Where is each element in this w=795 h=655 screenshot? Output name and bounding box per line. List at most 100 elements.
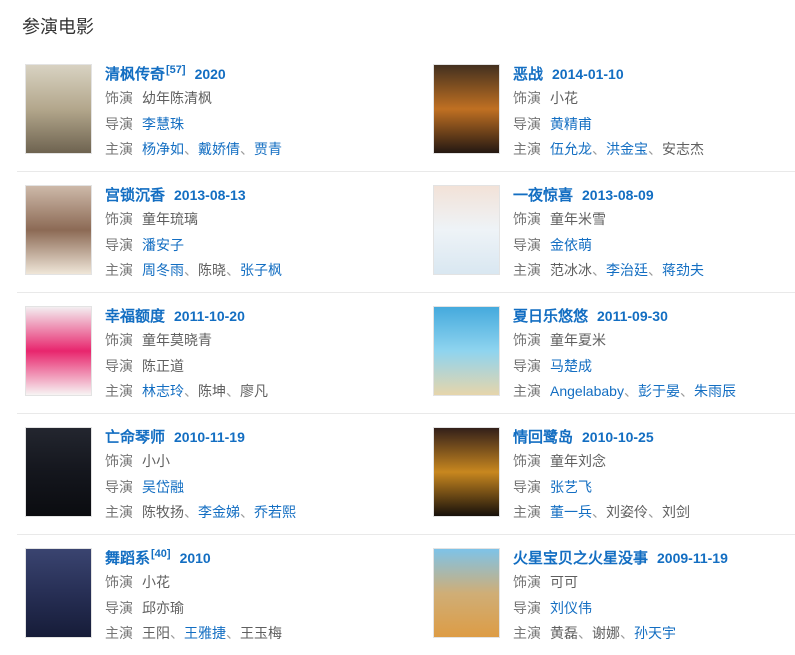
role-label: 饰演 — [513, 211, 541, 227]
star-name[interactable]: 林志玲 — [142, 383, 184, 399]
director-name[interactable]: 潘安子 — [142, 236, 184, 253]
stars-label: 主演 — [513, 504, 541, 520]
movie-column: 火星宝贝之火星没事 2009-11-19 饰演 可可 导演 刘仪伟 主演 黄磊、谢娜、孙… — [433, 548, 795, 645]
movie-info: 一夜惊喜 2013-08-09 饰演 童年米雪 导演 金依萌 主演 范冰冰、李治廷、蒋劲… — [513, 185, 704, 282]
movie-role-row: 饰演 童年米雪 — [513, 208, 704, 231]
movie-title-link[interactable]: 一夜惊喜 — [513, 187, 574, 204]
movie-title-link[interactable]: 亡命琴师 — [105, 429, 166, 446]
movie-date: 2013-08-09 — [582, 187, 654, 203]
movie-poster[interactable] — [25, 185, 92, 275]
movie-card: 舞蹈系[40] 2010 饰演 小花 导演 邱亦瑜 主演 王阳、王雅捷、王玉梅 — [25, 548, 433, 645]
movie-row: 幸福额度 2011-10-20 饰演 童年莫晓青 导演 陈正道 主演 林志玲、陈坤、廖凡… — [25, 293, 795, 413]
movie-title-link[interactable]: 夏日乐悠悠 — [513, 308, 589, 325]
star-name[interactable]: 彭于晏 — [637, 383, 680, 399]
movie-title-line: 亡命琴师 2010-11-19 — [105, 428, 296, 447]
movie-poster[interactable] — [433, 427, 500, 517]
director-name: 陈正道 — [142, 357, 184, 374]
star-name: 陈牧扬 — [142, 504, 184, 520]
movie-poster[interactable] — [25, 548, 92, 638]
movie-date: 2010-10-25 — [582, 429, 654, 445]
movie-title-line: 幸福额度 2011-10-20 — [105, 307, 268, 326]
name-separator: 、 — [623, 383, 638, 399]
star-name[interactable]: 李金娣 — [198, 504, 240, 520]
stars-label: 主演 — [513, 625, 541, 641]
star-names: 王阳、王雅捷、王玉梅 — [142, 625, 282, 641]
star-name[interactable]: 乔若熙 — [254, 504, 296, 520]
movie-column: 一夜惊喜 2013-08-09 饰演 童年米雪 导演 金依萌 主演 范冰冰、李治廷、蒋劲… — [433, 185, 795, 282]
movie-poster[interactable] — [25, 427, 92, 517]
movie-director-row: 导演 刘仪伟 — [513, 597, 728, 620]
star-name[interactable]: 蒋劲夫 — [662, 262, 704, 278]
star-name[interactable]: 张子枫 — [240, 262, 282, 278]
star-names: 林志玲、陈坤、廖凡 — [142, 383, 268, 399]
director-label: 导演 — [105, 236, 133, 253]
director-label: 导演 — [105, 115, 133, 132]
movie-title-link[interactable]: 清枫传奇 — [105, 66, 166, 83]
star-name[interactable]: 洪金宝 — [606, 141, 648, 157]
star-name[interactable]: 戴娇倩 — [198, 141, 240, 157]
movie-poster[interactable] — [433, 185, 500, 275]
director-name[interactable]: 黄精甫 — [550, 115, 592, 132]
movie-ref-sup[interactable]: [57] — [166, 64, 186, 76]
movie-title-link[interactable]: 舞蹈系 — [105, 550, 151, 567]
name-separator: 、 — [648, 504, 662, 520]
director-label: 导演 — [105, 599, 133, 616]
movie-poster[interactable] — [25, 306, 92, 396]
role-label: 饰演 — [513, 90, 541, 106]
movie-title-link[interactable]: 火星宝贝之火星没事 — [513, 550, 649, 567]
movie-director-row: 导演 金依萌 — [513, 234, 704, 257]
movie-role-row: 饰演 小花 — [513, 87, 704, 110]
director-name[interactable]: 刘仪伟 — [550, 599, 592, 616]
movie-card: 宫锁沉香 2013-08-13 饰演 童年琉璃 导演 潘安子 主演 周冬雨、陈晓、张子枫 — [25, 185, 433, 282]
movie-poster[interactable] — [433, 306, 500, 396]
role-value: 幼年陈清枫 — [142, 90, 212, 106]
role-value: 童年夏米 — [550, 332, 606, 348]
name-separator: 、 — [184, 141, 198, 157]
director-names: 潘安子 — [142, 237, 184, 253]
director-name[interactable]: 金依萌 — [550, 236, 592, 253]
stars-label: 主演 — [105, 625, 133, 641]
movie-stars-row: 主演 王阳、王雅捷、王玉梅 — [105, 622, 282, 645]
star-name[interactable]: 朱雨辰 — [693, 383, 736, 399]
movie-ref-sup[interactable]: [40] — [151, 548, 171, 560]
star-name[interactable]: 杨净如 — [142, 141, 184, 157]
director-name[interactable]: 马楚成 — [550, 357, 592, 374]
movie-stars-row: 主演 Angelababy、彭于晏、朱雨辰 — [513, 380, 736, 403]
star-name[interactable]: 李治廷 — [606, 262, 648, 278]
role-value: 童年琉璃 — [142, 211, 198, 227]
movie-poster[interactable] — [433, 64, 500, 154]
star-name[interactable]: Angelababy — [550, 383, 624, 399]
director-name[interactable]: 吴岱融 — [142, 478, 184, 495]
movie-date: 2010 — [179, 550, 211, 566]
movie-title-link[interactable]: 幸福额度 — [105, 308, 166, 325]
name-separator: 、 — [184, 504, 198, 520]
star-name[interactable]: 周冬雨 — [142, 262, 184, 278]
role-value: 童年米雪 — [550, 211, 606, 227]
name-separator: 、 — [226, 383, 240, 399]
star-name[interactable]: 王雅捷 — [184, 625, 226, 641]
movie-card: 恶战 2014-01-10 饰演 小花 导演 黄精甫 主演 伍允龙、洪金宝、安志杰 — [433, 64, 795, 161]
director-label: 导演 — [513, 236, 541, 253]
star-name[interactable]: 董一兵 — [550, 504, 592, 520]
movie-title-line: 夏日乐悠悠 2011-09-30 — [513, 307, 736, 326]
director-name[interactable]: 张艺飞 — [550, 478, 592, 495]
movie-title-link[interactable]: 宫锁沉香 — [105, 187, 166, 204]
director-name[interactable]: 李慧珠 — [142, 115, 184, 132]
movie-poster[interactable] — [433, 548, 500, 638]
name-separator: 、 — [240, 504, 254, 520]
movie-title-link[interactable]: 恶战 — [513, 66, 544, 83]
star-names: 杨净如、戴娇倩、贾青 — [142, 141, 282, 157]
director-label: 导演 — [105, 478, 133, 495]
star-names: 黄磊、谢娜、孙天宇 — [550, 625, 676, 641]
star-name[interactable]: 孙天宇 — [634, 625, 676, 641]
movie-poster[interactable] — [25, 64, 92, 154]
star-name[interactable]: 贾青 — [254, 141, 282, 157]
star-name: 黄磊 — [550, 625, 578, 641]
star-name[interactable]: 伍允龙 — [550, 141, 592, 157]
movie-row: 宫锁沉香 2013-08-13 饰演 童年琉璃 导演 潘安子 主演 周冬雨、陈晓、张子枫… — [25, 172, 795, 292]
movie-director-row: 导演 黄精甫 — [513, 113, 704, 136]
movie-column: 情回鹭岛 2010-10-25 饰演 童年刘念 导演 张艺飞 主演 董一兵、刘姿伶、刘剑 — [433, 427, 795, 524]
movie-title-link[interactable]: 情回鹭岛 — [513, 429, 574, 446]
movie-info: 清枫传奇[57] 2020 饰演 幼年陈清枫 导演 李慧珠 主演 杨净如、戴娇倩、贾青 — [105, 64, 282, 161]
